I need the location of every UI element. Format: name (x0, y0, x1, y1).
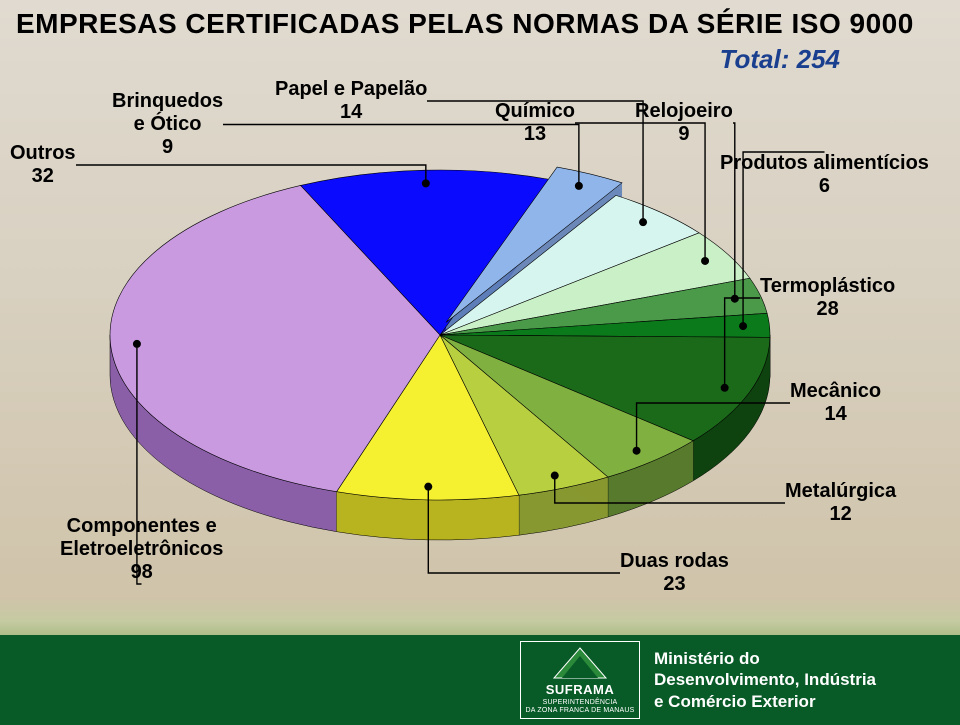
suframa-logo: SUFRAMA SUPERINTENDÊNCIA DA ZONA FRANCA … (520, 641, 640, 719)
slice-label: Mecânico 14 (790, 380, 881, 426)
leader-dot (701, 257, 709, 265)
logo-sub: SUPERINTENDÊNCIA DA ZONA FRANCA DE MANAU… (525, 699, 634, 714)
slice-label: Papel e Papelão 14 (275, 78, 427, 124)
slice-label: Duas rodas 23 (620, 550, 729, 596)
logo-name: SUFRAMA (546, 682, 615, 697)
slice-label: Produtos alimentícios 6 (720, 152, 929, 198)
leader-dot (633, 447, 641, 455)
slice-label: Relojoeiro 9 (635, 100, 733, 146)
leader-dot (133, 340, 141, 348)
slice-label: Metalúrgica 12 (785, 480, 896, 526)
page-title: EMPRESAS CERTIFICADAS PELAS NORMAS DA SÉ… (16, 8, 960, 40)
ministry-text: Ministério do Desenvolvimento, Indústria… (654, 648, 876, 712)
slice-label: Químico 13 (495, 100, 575, 146)
leader-dot (575, 182, 583, 190)
leader-dot (721, 384, 729, 392)
leader-dot (639, 218, 647, 226)
slice-label: Termoplástico 28 (760, 275, 895, 321)
leader-dot (551, 472, 559, 480)
slice-label: Brinquedos e Ótico 9 (112, 90, 223, 159)
footer-bar: SUFRAMA SUPERINTENDÊNCIA DA ZONA FRANCA … (0, 635, 960, 725)
slice-label: Outros 32 (10, 142, 76, 188)
pie-chart: Outros 32 Brinquedos e Ótico 9 Papel e Pap… (0, 60, 960, 615)
leader-dot (739, 322, 747, 330)
footer-stripe (0, 599, 960, 635)
logo-triangle-icon (552, 646, 608, 680)
leader-dot (424, 483, 432, 491)
slice-label: Componentes e Eletroeletrônicos 98 (60, 515, 223, 584)
leader-dot (422, 179, 430, 187)
